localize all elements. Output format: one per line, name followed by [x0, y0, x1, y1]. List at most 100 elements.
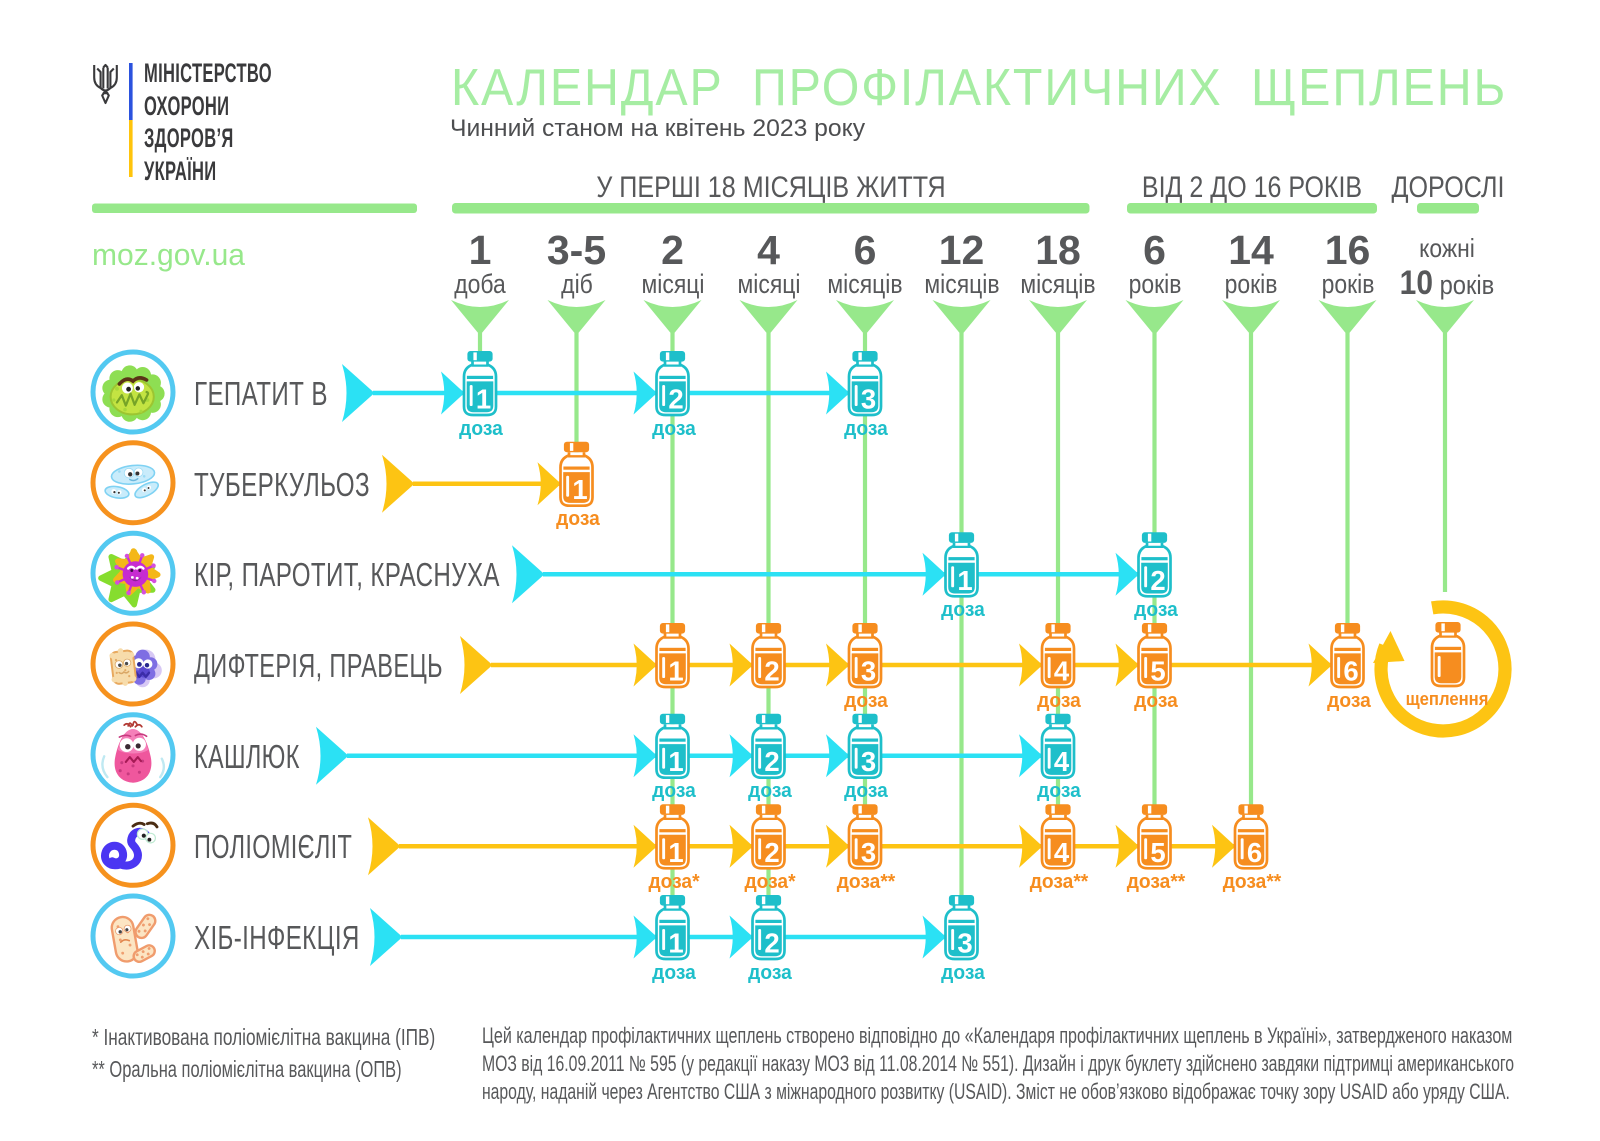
dose-label: доза — [1133, 598, 1178, 621]
dose-arrow-icon — [1019, 643, 1043, 687]
dose-number: 2 — [764, 746, 779, 777]
dose-arrow-icon — [826, 371, 850, 415]
dose-arrow-icon — [729, 734, 753, 778]
dose-arrow-icon — [633, 734, 657, 778]
dose-number: 1 — [572, 474, 587, 505]
dose-number: 2 — [1150, 565, 1165, 596]
dose-vial-icon: 6 — [1233, 804, 1269, 870]
column-funnel — [1125, 300, 1184, 333]
dose-arrow-icon — [826, 643, 850, 687]
column-age-unit: місяців — [923, 269, 1000, 299]
column-age-unit: років — [1321, 269, 1374, 299]
footer-paragraph: Цей календар профілактичних щеплень ство… — [482, 1022, 1600, 1106]
dose-label: доза — [844, 417, 888, 440]
dose-label: доза — [844, 780, 888, 803]
dose-vial-icon: 2 — [1137, 532, 1172, 598]
dose-vial-icon: 2 — [751, 713, 786, 780]
dose-arrow-icon — [922, 915, 946, 959]
dose-label: доза — [1326, 689, 1371, 712]
age-group-title: ДОРОСЛІ — [1391, 171, 1505, 204]
dose-vial-icon: 1 — [655, 804, 690, 870]
dose-label: доза** — [1029, 870, 1089, 893]
dose-number: 4 — [1054, 746, 1070, 777]
dose-vial-icon: 4 — [1040, 713, 1076, 780]
column-funnel — [547, 300, 606, 333]
ministry-name-line: МІНІСТЕРСТВО — [144, 58, 272, 88]
disease-label: ХІБ-ІНФЕКЦІЯ — [194, 919, 360, 956]
dose-vial-icon: 5 — [1137, 623, 1172, 689]
column-age-value: 10 років — [1399, 264, 1495, 302]
age-group-bar — [1417, 203, 1479, 214]
dose-number: 1 — [668, 656, 683, 687]
ministry-name-line: ЗДОРОВ’Я — [144, 123, 234, 153]
dose-label: доза — [651, 780, 696, 803]
row-start-arrow — [370, 908, 403, 966]
disease-label: ПОЛІОМІЄЛІТ — [194, 828, 353, 866]
dose-number: 6 — [1247, 837, 1262, 868]
hib-bacteria-icon — [110, 913, 157, 964]
dose-number: 6 — [1343, 656, 1358, 687]
row-start-arrow — [316, 726, 349, 785]
dose-vial-icon: 3 — [847, 351, 883, 417]
column-funnel — [451, 300, 509, 333]
row-start-arrow — [368, 817, 401, 876]
diphtheria-bacteria-icon — [109, 648, 162, 688]
dose-vial-icon: 3 — [847, 804, 883, 870]
dose-arrow-icon — [537, 462, 561, 506]
column-age-value: 1 — [468, 227, 492, 273]
ministry-name-line: ОХОРОНИ — [144, 90, 230, 121]
dose-vial-icon: 1 — [655, 713, 690, 780]
column-age-value: 3-5 — [546, 227, 607, 273]
column-age-value: 6 — [1143, 227, 1166, 273]
dose-number: 1 — [668, 837, 683, 868]
column-funnel — [643, 300, 702, 333]
age-group-bar — [1127, 203, 1377, 214]
dose-number: 4 — [1054, 837, 1070, 868]
dose-label: доза* — [647, 870, 700, 893]
dose-label: доза — [940, 961, 985, 984]
ministry-name-line: УКРАЇНИ — [144, 155, 217, 186]
dose-number: 3 — [861, 656, 876, 687]
column-funnel — [1416, 300, 1474, 333]
dose-label: доза — [1037, 780, 1081, 803]
dose-number: 3 — [861, 746, 876, 777]
dose-number: 1 — [476, 384, 491, 415]
row-start-arrow — [512, 545, 545, 604]
column-age-unit: діб — [560, 269, 593, 299]
booster-cycle-arrow-icon — [1374, 600, 1512, 738]
dose-label: доза** — [1126, 870, 1185, 893]
website-link[interactable]: moz.gov.ua — [92, 237, 245, 272]
column-age-value: 2 — [661, 227, 684, 273]
dose-vial-icon: 6 — [1330, 623, 1365, 689]
column-funnel — [932, 300, 991, 333]
ministry-name: МІНІСТЕРСТВО ОХОРОНИ ЗДОРОВ’Я УКРАЇНИ — [144, 57, 272, 187]
column-age-prefix: кожні — [1419, 233, 1475, 263]
footer-paragraph-line: МОЗ від 16.09.2011 № 595 (у редакції нак… — [482, 1051, 1515, 1076]
dose-arrow-icon — [922, 552, 946, 596]
dose-number: 3 — [861, 384, 876, 415]
column-age-value: 6 — [853, 227, 877, 273]
dose-label: доза — [940, 598, 985, 621]
trident-icon — [93, 63, 118, 105]
dose-label: доза** — [836, 870, 896, 893]
column-age-value: 16 — [1324, 227, 1371, 273]
dose-arrow-icon — [826, 824, 850, 868]
page-subtitle: Чинний станом на квітень 2023 року — [450, 115, 866, 142]
dose-vial-icon: 4 — [1040, 804, 1076, 870]
dose-number: 1 — [668, 928, 683, 959]
column-funnel — [1222, 300, 1280, 333]
dose-number: 1 — [668, 746, 683, 777]
age-group-title: ВІД 2 ДО 16 РОКІВ — [1141, 171, 1363, 204]
dose-label: доза* — [743, 870, 796, 893]
dose-arrow-icon — [1212, 824, 1236, 868]
dose-vial-icon: 1 — [655, 895, 690, 961]
dose-vial-icon: 3 — [847, 713, 883, 780]
column-age-unit: місяців — [1020, 269, 1096, 299]
dose-label: доза — [555, 508, 600, 531]
dose-arrow-icon — [633, 371, 657, 415]
dose-vial-icon: 3 — [944, 895, 979, 961]
dose-arrow-icon — [441, 371, 465, 415]
dose-label: доза — [651, 417, 696, 440]
column-funnel — [1029, 300, 1087, 333]
